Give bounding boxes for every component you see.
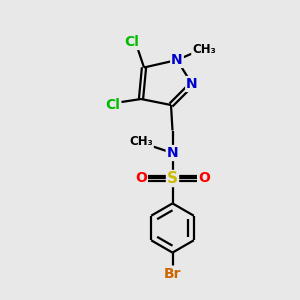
Text: S: S: [167, 171, 178, 186]
Text: O: O: [135, 172, 147, 185]
Text: O: O: [198, 172, 210, 185]
Text: Cl: Cl: [124, 35, 140, 49]
Text: N: N: [171, 53, 183, 67]
Text: Br: Br: [164, 267, 181, 280]
Text: Cl: Cl: [105, 98, 120, 112]
Text: CH₃: CH₃: [192, 43, 216, 56]
Text: CH₃: CH₃: [129, 135, 153, 148]
Text: N: N: [167, 146, 178, 160]
Text: N: N: [186, 77, 198, 91]
